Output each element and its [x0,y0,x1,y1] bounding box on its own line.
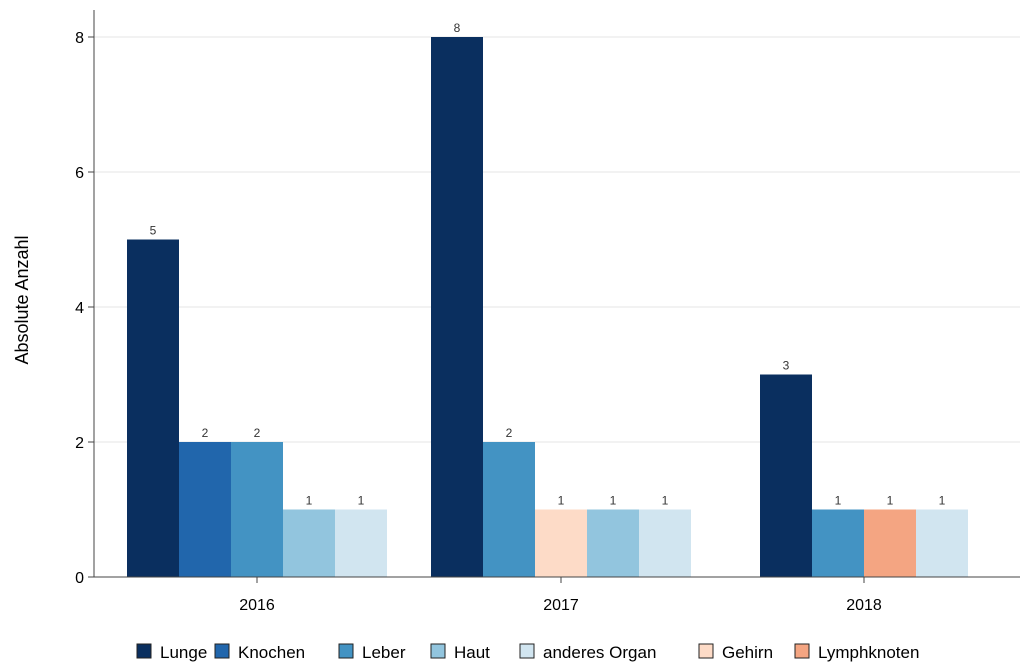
y-tick-label: 4 [75,300,84,317]
data-label: 1 [939,494,946,508]
data-label: 1 [835,494,842,508]
legend: Lunge Knochen Leber Haut anderes Organ Gehirn… [136,643,919,662]
legend-swatch [430,643,446,659]
legend-swatch [794,643,810,659]
data-label: 1 [558,494,565,508]
y-tick-label: 8 [75,30,84,47]
bar-leber [231,442,283,577]
y-axis-title: Absolute Anzahl [12,235,32,364]
x-tick-label: 2018 [846,597,882,614]
legend-swatch [338,643,354,659]
bar-lunge [431,37,483,577]
bar-anderes-organ [335,509,387,577]
bar-leber [483,442,535,577]
y-tick-label: 6 [75,165,84,182]
legend-label: Haut [454,643,490,662]
bar-haut [283,509,335,577]
data-label: 2 [254,426,261,440]
bar-lunge [127,239,179,577]
bar-leber [812,509,864,577]
data-label: 1 [610,494,617,508]
legend-label: Gehirn [722,643,773,662]
legend-swatch [214,643,230,659]
data-label: 3 [783,359,790,373]
legend-label: anderes Organ [543,643,656,662]
bar-haut [587,509,639,577]
bar-knochen [179,442,231,577]
y-tick-label: 2 [75,435,84,452]
bar-lymphknoten [864,509,916,577]
legend-label: Knochen [238,643,305,662]
data-label: 2 [506,426,513,440]
bar-lunge [760,374,812,577]
data-label: 1 [358,494,365,508]
bar-gehirn [535,509,587,577]
grid-lines [94,36,1020,443]
legend-swatch [136,643,152,659]
bars: 5 2 2 1 1 8 2 1 1 1 3 1 1 1 [127,21,968,577]
axes: 0 2 4 6 8 2016 2017 2018 [75,10,1020,614]
y-tick-label: 0 [75,570,84,587]
data-label: 2 [202,426,209,440]
bar-anderes-organ [916,509,968,577]
x-tick-label: 2016 [239,597,275,614]
data-label: 1 [662,494,669,508]
data-label: 1 [306,494,313,508]
data-label: 1 [887,494,894,508]
bar-anderes-organ [639,509,691,577]
legend-label: Lymphknoten [818,643,919,662]
data-label: 8 [454,21,461,35]
legend-label: Leber [362,643,406,662]
legend-swatch [519,643,535,659]
legend-label: Lunge [160,643,207,662]
legend-swatch [698,643,714,659]
data-label: 5 [150,224,157,238]
x-tick-label: 2017 [543,597,579,614]
